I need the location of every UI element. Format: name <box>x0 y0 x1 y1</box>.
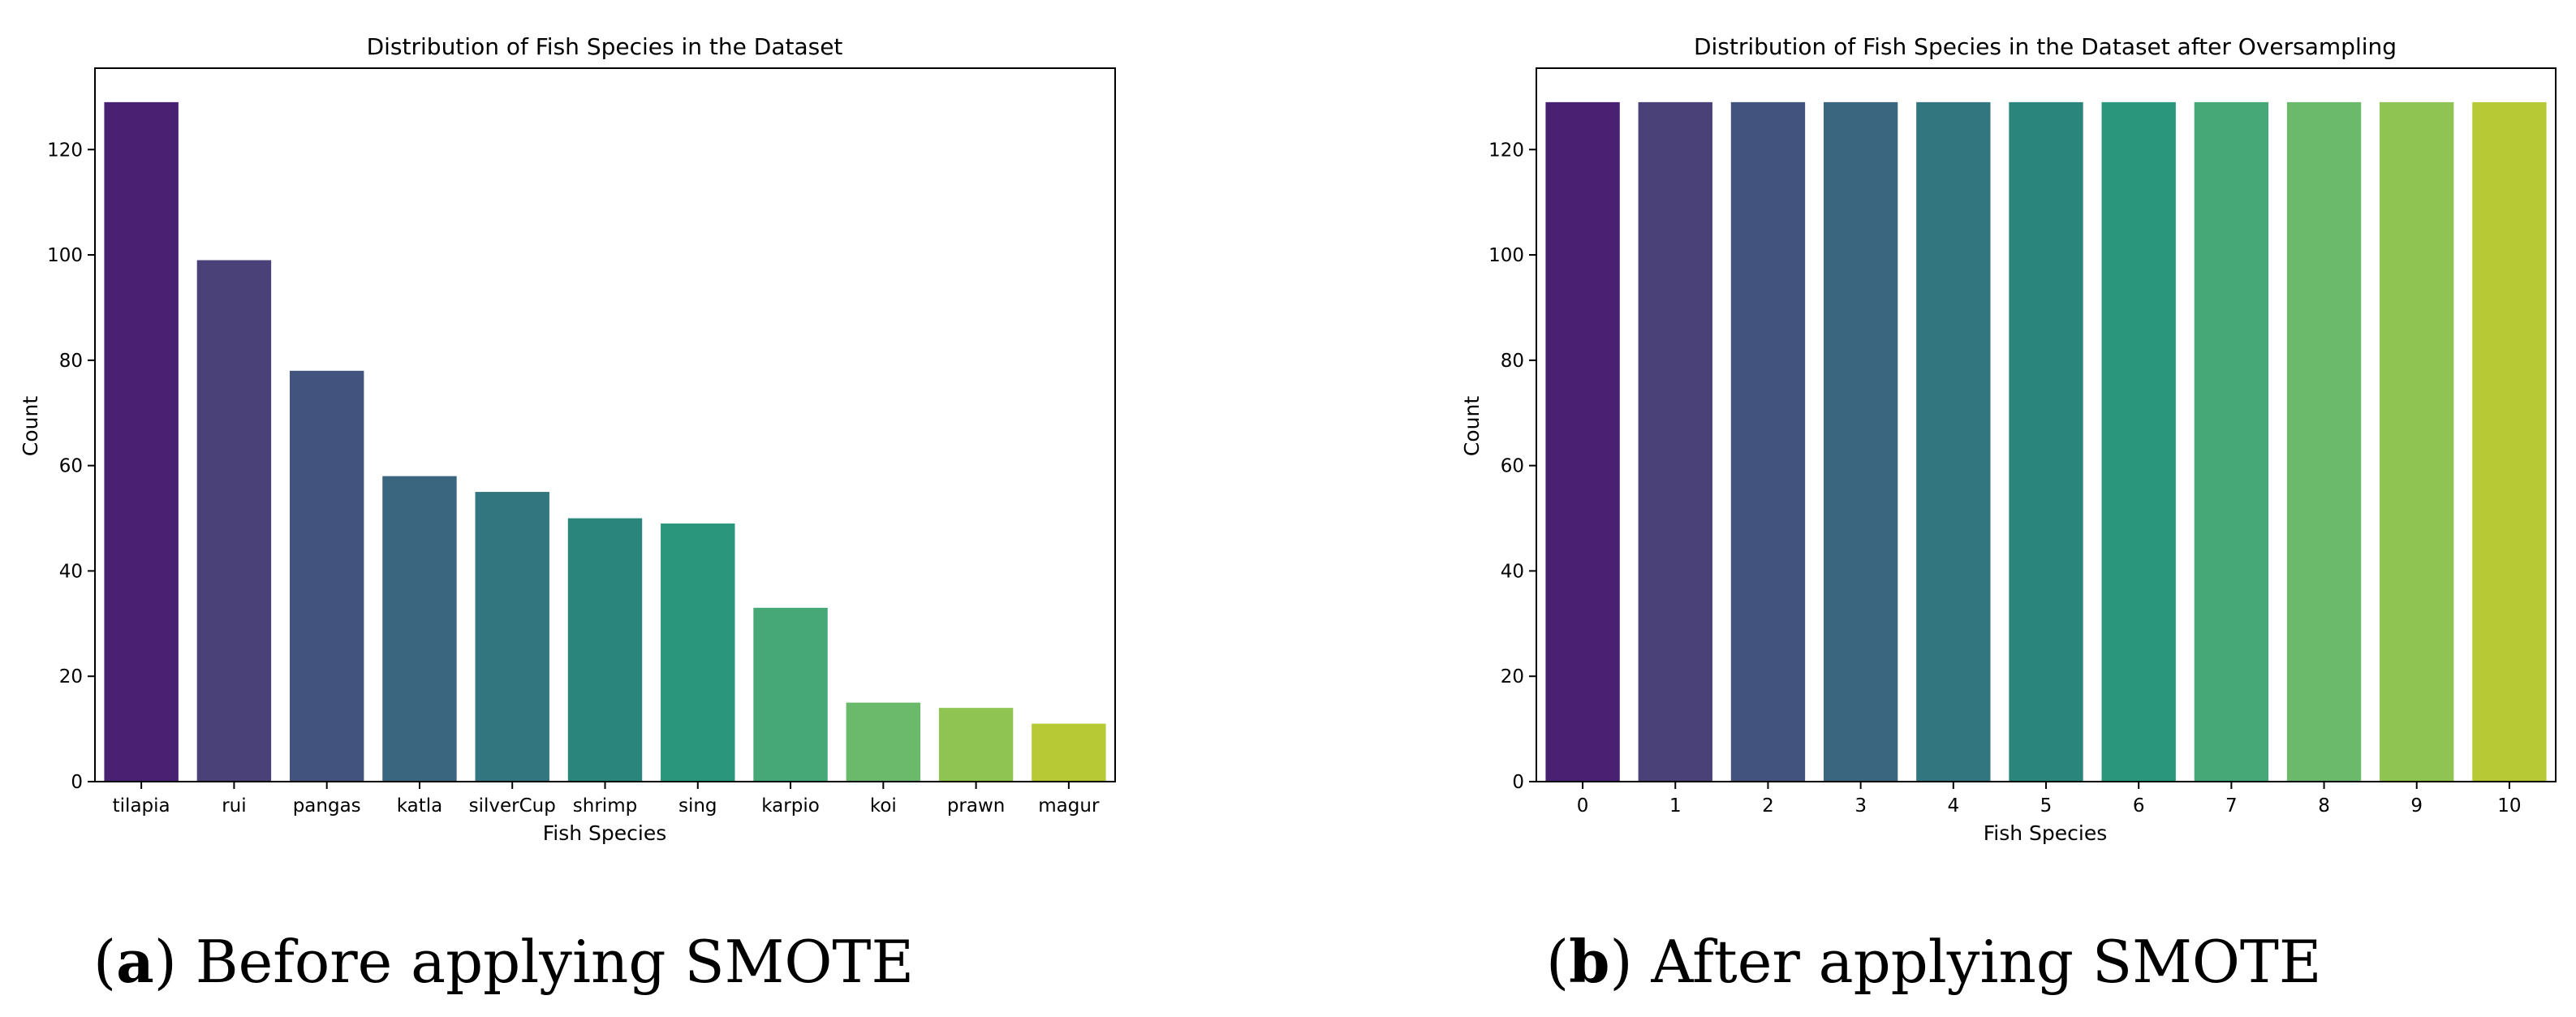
caption-b-text: After applying SMOTE <box>1650 928 2321 996</box>
panel-b-chart: Distribution of Fish Species in the Data… <box>1460 33 2557 845</box>
bar-6 <box>2101 101 2176 782</box>
x-tick-label: rui <box>222 795 246 817</box>
x-tick-label: shrimp <box>573 795 637 817</box>
y-tick-label: 60 <box>1501 456 1524 477</box>
x-tick-label: pangas <box>293 795 361 817</box>
bar-shrimp <box>567 518 643 782</box>
x-tick-label: 5 <box>2040 795 2053 817</box>
panel-a-bars <box>104 101 1106 782</box>
panel-b-bars <box>1545 101 2547 782</box>
y-tick-label: 80 <box>1501 351 1524 372</box>
bar-7 <box>2194 101 2269 782</box>
bar-1 <box>1638 101 1712 782</box>
bar-karpio <box>753 607 828 782</box>
panel-b-xticks: 0 1 2 3 4 5 6 7 8 9 10 <box>1577 782 2522 817</box>
y-tick-label: 120 <box>1488 140 1524 161</box>
panel-a-xlabel: Fish Species <box>543 821 667 845</box>
y-tick-label: 80 <box>59 351 83 372</box>
panel-a-title: Distribution of Fish Species in the Data… <box>367 33 843 60</box>
x-tick-label: 7 <box>2225 795 2238 817</box>
bar-2 <box>1730 101 1806 782</box>
x-tick-label: 4 <box>1947 795 1959 817</box>
x-tick-label: 0 <box>1577 795 1589 817</box>
caption-b-letter: b <box>1569 927 1609 996</box>
x-tick-label: tilapia <box>113 795 170 817</box>
bar-pangas <box>289 370 364 782</box>
bar-sing <box>661 524 735 782</box>
x-tick-label: silverCup <box>469 795 556 817</box>
y-tick-label: 20 <box>1501 666 1524 687</box>
bar-magur <box>1032 723 1106 782</box>
y-tick-label: 40 <box>1501 561 1524 582</box>
bar-3 <box>1823 101 1898 782</box>
x-tick-label: katla <box>397 795 443 817</box>
x-tick-label: 6 <box>2133 795 2145 817</box>
caption-a-letter: a <box>116 927 154 996</box>
y-tick-label: 0 <box>71 772 83 793</box>
y-tick-label: 100 <box>47 245 83 266</box>
bar-katla <box>382 476 457 782</box>
y-tick-label: 120 <box>47 140 83 161</box>
bar-4 <box>1916 101 1991 782</box>
panel-a-chart: Distribution of Fish Species in the Data… <box>19 33 1116 845</box>
panel-a-ylabel: Count <box>19 396 42 456</box>
bar-10 <box>2472 101 2547 782</box>
bar-koi <box>846 702 921 782</box>
bar-5 <box>2009 101 2083 782</box>
panel-b-ylabel: Count <box>1460 396 1484 456</box>
panel-b-axes-frame <box>1536 67 2557 782</box>
x-tick-label: 3 <box>1854 795 1867 817</box>
bar-8 <box>2286 101 2362 782</box>
y-tick-label: 0 <box>1512 772 1524 793</box>
x-tick-label: 9 <box>2410 795 2423 817</box>
bar-rui <box>196 260 272 782</box>
x-tick-label: karpio <box>761 795 820 817</box>
panel-b-xlabel: Fish Species <box>1984 821 2108 845</box>
y-tick-label: 20 <box>59 666 83 687</box>
caption-b: (b) After applying SMOTE <box>1546 927 2322 996</box>
bar-9 <box>2380 101 2454 782</box>
panel-a-xticks: tilapia rui pangas katla silverCup shrimp sing… <box>113 782 1100 817</box>
x-tick-label: 1 <box>1669 795 1682 817</box>
x-tick-label: 8 <box>2318 795 2330 817</box>
y-tick-label: 60 <box>59 456 83 477</box>
bar-0 <box>1545 101 1620 782</box>
panel-a-axes-frame <box>94 67 1116 782</box>
y-tick-label: 100 <box>1488 245 1524 266</box>
caption-a: (a) Before applying SMOTE <box>93 927 914 996</box>
panel-a-yticks: 0 20 40 60 80 100 120 <box>47 140 95 793</box>
bar-tilapia <box>104 101 179 782</box>
x-tick-label: sing <box>678 795 717 817</box>
y-tick-label: 40 <box>59 561 83 582</box>
bar-prawn <box>938 708 1014 782</box>
x-tick-label: koi <box>870 795 897 817</box>
x-tick-label: 10 <box>2497 795 2521 817</box>
x-tick-label: prawn <box>947 795 1006 817</box>
panel-b-title: Distribution of Fish Species in the Data… <box>1694 33 2397 60</box>
panel-b-yticks: 0 20 40 60 80 100 120 <box>1488 140 1536 793</box>
x-tick-label: 2 <box>1762 795 1774 817</box>
x-tick-label: magur <box>1038 795 1100 817</box>
bar-silverCup <box>475 492 549 782</box>
caption-a-text: Before applying SMOTE <box>196 928 914 996</box>
